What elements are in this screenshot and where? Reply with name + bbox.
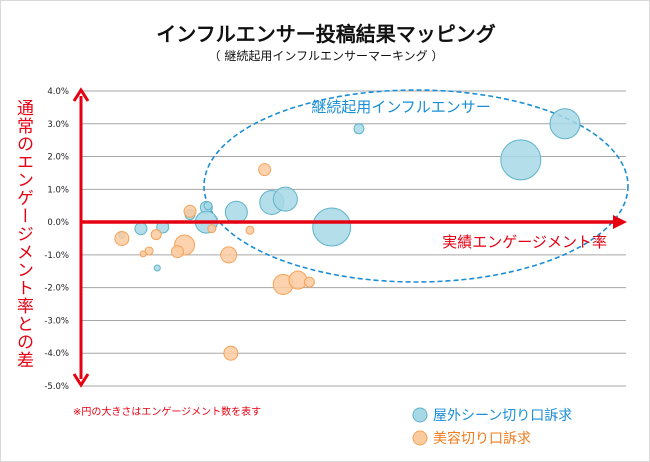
bubble-beauty [258, 163, 272, 177]
y-tick-label: 2.0% [47, 153, 69, 163]
highlight-ellipse [203, 89, 629, 283]
bubble-beauty [207, 224, 217, 234]
bubble-outdoor [549, 108, 581, 140]
bubble-beauty [183, 204, 197, 218]
bubble-outdoor [153, 264, 161, 272]
legend-marker-beauty [412, 430, 428, 446]
chart-title: インフルエンサー投稿結果マッピング [156, 22, 495, 46]
size-note: ※円の大きさはエンゲージメント数を表す [73, 405, 261, 418]
y-axis-label: 通常のエンゲージメント率との差 [13, 99, 34, 369]
bubble-outdoor [353, 123, 365, 135]
y-tick-label: -1.0% [44, 251, 69, 261]
bubble-beauty [170, 245, 184, 259]
bubble-beauty [144, 246, 154, 256]
bubble-beauty [288, 270, 308, 290]
y-axis-arrow [72, 87, 90, 388]
bubble-outdoor [224, 200, 248, 224]
bubble-outdoor [500, 139, 542, 181]
legend-label-beauty: 美容切り口訴求 [433, 430, 531, 447]
y-tick-label: -2.0% [44, 284, 69, 294]
chart-subtitle: （ 継続起用インフルエンサーマーキング ） [209, 48, 444, 63]
legend-marker-outdoor [412, 407, 428, 423]
bubble-beauty [150, 229, 162, 241]
bubble-outdoor [312, 207, 352, 247]
bubble-outdoor [272, 186, 298, 212]
legend: 屋外シーン切り口訴求 美容切り口訴求 [412, 407, 572, 447]
y-tick-label: 1.0% [47, 185, 69, 195]
legend-label-outdoor: 屋外シーン切り口訴求 [433, 408, 572, 424]
ellipse-annotation: 継続起用インフルエンサー [311, 98, 491, 116]
y-tick-label: 3.0% [47, 120, 69, 130]
y-tick-label: -4.0% [44, 349, 69, 359]
x-axis-arrow [81, 215, 627, 229]
y-tick-label: -3.0% [44, 316, 69, 326]
bubble-beauty [223, 345, 239, 361]
bubble-beauty [245, 225, 255, 235]
bubble-beauty [303, 276, 315, 288]
y-tick-label: 0.0% [47, 218, 69, 228]
bubble-beauty [114, 231, 130, 246]
bubble-outdoor [203, 201, 213, 211]
bubble-beauty [139, 250, 147, 258]
x-axis-label: 実績エンゲージメント率 [442, 233, 607, 251]
bubble-outdoor [134, 222, 148, 236]
bubble-beauty [220, 246, 238, 264]
y-tick-label: -5.0% [44, 382, 69, 392]
y-tick-label: 4.0% [47, 87, 69, 97]
